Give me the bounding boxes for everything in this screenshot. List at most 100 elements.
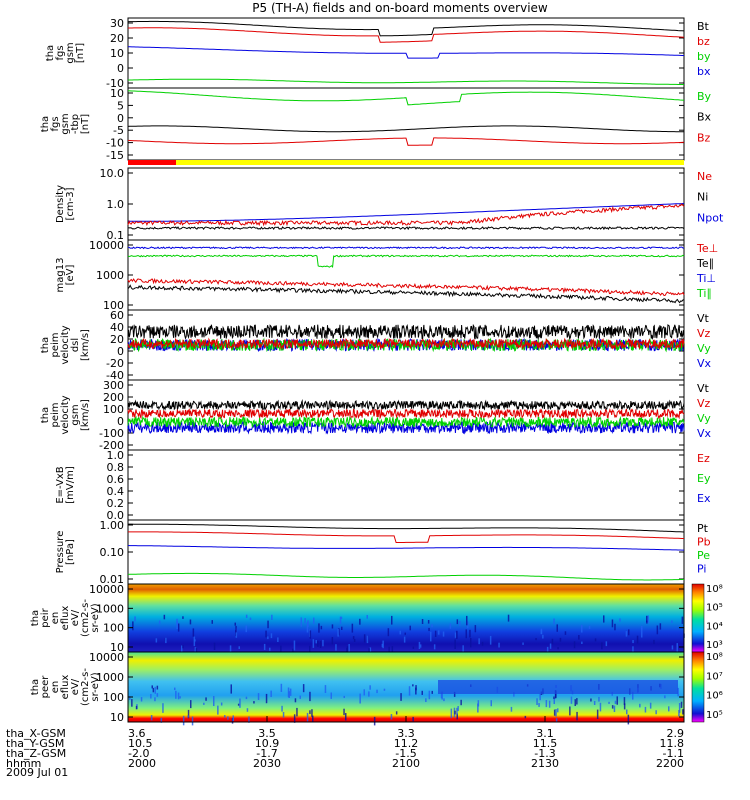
y-tick-label: 0.2 [107, 497, 125, 510]
panel-frame [127, 449, 685, 521]
spectrogram-pixel [412, 646, 415, 649]
y-tick-label: -10 [106, 77, 124, 90]
spectrogram-pixel [182, 616, 184, 619]
spectrogram-pixel [211, 620, 213, 624]
spectrogram-pixel [395, 711, 398, 715]
spectrogram-pixel [646, 615, 648, 623]
spectrogram-pixel [289, 688, 292, 696]
spectrogram-pixel [135, 705, 138, 710]
spectrogram-pixel [177, 692, 180, 700]
y-axis-label: peim [50, 402, 61, 427]
spectrogram-pixel [574, 699, 576, 706]
spectrogram-pixel [132, 621, 134, 631]
spectrogram-pixel [345, 713, 347, 721]
spectrogram-pixel [421, 619, 424, 624]
legend-Bx: Bx [697, 111, 712, 124]
spectrogram-pixel [245, 625, 247, 633]
spectrogram-pixel [616, 696, 618, 705]
spectrogram-pixel [318, 623, 320, 633]
spectrogram-pixel [467, 621, 469, 629]
colorbar-tick-label: 10⁶ [706, 691, 723, 702]
spectrogram-pixel [265, 693, 268, 704]
spectrogram-pixel [203, 702, 205, 705]
spectrogram-pixel [293, 714, 296, 723]
spectrogram-pixel [270, 633, 273, 639]
spectrogram-pixel [390, 714, 393, 720]
spectrogram-pixel [176, 618, 178, 626]
series-bz [128, 27, 685, 43]
spectrogram-pixel [341, 626, 343, 630]
x-tick-label: -1.7 [256, 747, 277, 760]
spectrogram-pixel [490, 700, 492, 707]
spectrogram-pixel [140, 697, 143, 702]
y-axis-label: sr-eV) [90, 603, 101, 632]
y-tick-label: 10.0 [100, 167, 125, 180]
series-Ne [127, 203, 685, 227]
legend-Vx: Vx [697, 427, 712, 440]
x-axis-row-label: tha_Y-GSM [6, 737, 64, 750]
spectrogram-pixel [601, 642, 603, 650]
colorbar-tick-label: 10⁸ [706, 584, 723, 595]
spectrogram-pixel [309, 710, 311, 715]
spectrogram-pixel [456, 619, 459, 625]
y-axis-label: tha [30, 679, 41, 695]
spectrogram-pixel [632, 640, 634, 644]
y-tick-label: 10 [110, 47, 124, 60]
x-tick-label: -1.3 [534, 747, 555, 760]
spectrogram-pixel [270, 690, 272, 697]
spectrogram-pixel [387, 628, 390, 637]
x-tick-label: 3.1 [536, 727, 554, 740]
spectrogram-pixel [625, 631, 628, 637]
spectrogram-pixel [192, 628, 195, 637]
x-tick-label: 3.5 [258, 727, 276, 740]
series-By [127, 90, 685, 106]
spectrogram-pixel [187, 715, 189, 718]
y-tick-label: 10 [110, 711, 124, 724]
spectrogram-pixel [470, 638, 472, 648]
spectrogram-pixel [346, 647, 348, 654]
spectrogram-pixel [641, 628, 643, 638]
x-tick-label: -2.0 [128, 747, 149, 760]
y-tick-label: -15 [106, 149, 124, 162]
legend-Vt: Vt [697, 382, 710, 395]
spectrogram-pixel [230, 684, 232, 694]
y-tick-label: 20 [110, 32, 124, 45]
colorbar [691, 651, 705, 723]
spectrogram-pixel [513, 692, 515, 697]
y-axis-label: gsm [60, 113, 71, 134]
spectrogram-pixel [594, 638, 597, 642]
spectrogram-pixel [238, 646, 240, 649]
spectrogram-pixel [339, 616, 342, 624]
y-axis-label: Density [55, 185, 66, 223]
spectrogram-pixel [678, 703, 681, 713]
spectrogram-pixel [340, 616, 343, 619]
y-tick-label: 0 [117, 345, 124, 358]
x-axis-row-label: hhmm [6, 757, 41, 770]
y-axis-label: peer [40, 675, 51, 699]
spectrogram-feature [438, 680, 678, 694]
spectrogram-pixel [605, 641, 608, 647]
spectrogram-pixel [150, 715, 153, 721]
x-tick-label: 2.9 [667, 727, 685, 740]
y-tick-label: 5 [117, 99, 124, 112]
spectrogram-pixel [546, 646, 549, 656]
spectrogram-pixel [134, 616, 136, 622]
spectrogram-pixel [271, 614, 273, 620]
spectrogram-pixel [434, 630, 437, 637]
y-tick-label: 300 [103, 379, 124, 392]
y-axis-label: [km/s] [80, 329, 91, 361]
y-tick-label: 0.6 [107, 473, 125, 486]
spectrogram-pixel [154, 697, 156, 702]
spectrogram-pixel [542, 634, 544, 639]
spectrogram-pixel [353, 639, 356, 642]
spectrogram-pixel [443, 698, 445, 702]
spectrogram-pixel [237, 703, 240, 706]
y-tick-label: 10000 [89, 583, 124, 596]
spectrogram-pixel [460, 699, 462, 706]
y-tick-label: -20 [106, 357, 124, 370]
spectrogram-pixel [646, 620, 648, 624]
spectrogram-pixel [627, 714, 630, 725]
spectrogram-pixel [373, 716, 376, 726]
legend-Bz: Bz [697, 131, 711, 144]
spectrogram-pixel [628, 629, 630, 636]
